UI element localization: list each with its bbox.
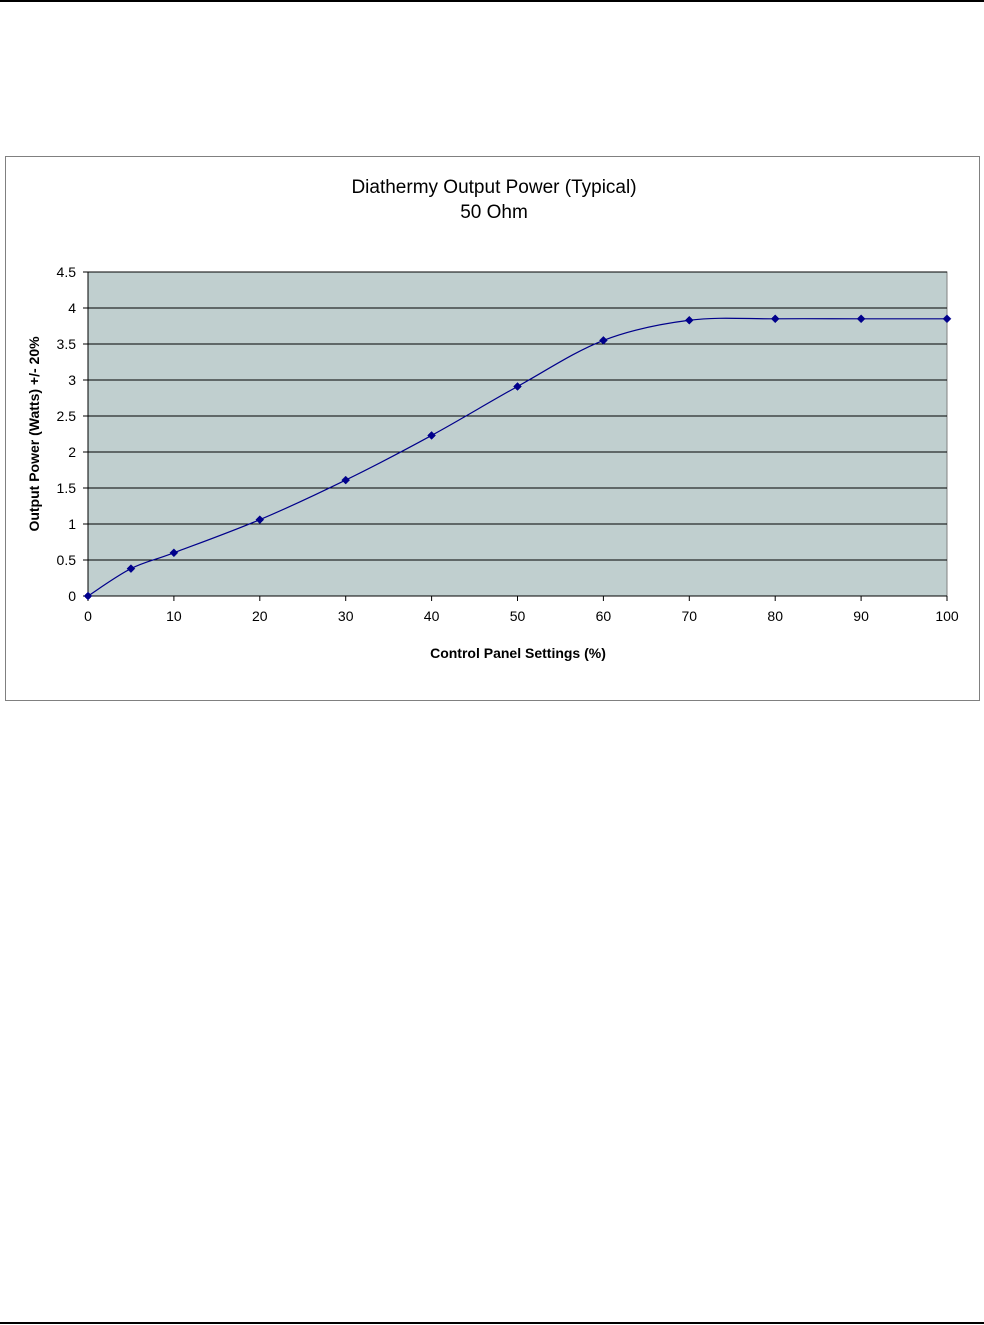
data-point-marker	[169, 548, 179, 558]
chart-svg: Diathermy Output Power (Typical) 50 Ohm …	[26, 177, 959, 661]
x-tick-label: 70	[682, 608, 698, 624]
data-series	[83, 314, 952, 601]
x-tick-labels: 0 10 20 30 40 50 60 70 80 90 100	[84, 608, 959, 624]
page-bottom-rule	[0, 1322, 984, 1324]
chart-subtitle: 50 Ohm	[460, 202, 528, 223]
data-point-marker	[856, 314, 866, 324]
x-tick-label: 100	[935, 608, 959, 624]
data-point-marker	[599, 336, 608, 345]
data-point-marker	[684, 315, 694, 325]
y-tick-label: 1	[68, 516, 76, 532]
y-tick-labels: 0 0.5 1 1.5 2 2.5 3 3.5 4 4.5	[57, 264, 77, 604]
data-point-marker	[255, 515, 265, 525]
x-tick-label: 20	[252, 608, 268, 624]
x-tick-label: 30	[338, 608, 354, 624]
y-tick-label: 2	[68, 444, 76, 460]
data-point-marker	[83, 591, 93, 601]
chart-frame: Diathermy Output Power (Typical) 50 Ohm …	[5, 156, 980, 701]
y-axis-label: Output Power (Watts) +/- 20%	[26, 336, 42, 532]
x-tick-label: 50	[510, 608, 526, 624]
data-point-marker	[341, 475, 351, 485]
data-point-marker	[427, 431, 436, 440]
x-tick-label: 90	[853, 608, 869, 624]
page-top-rule	[0, 0, 984, 2]
axes	[87, 272, 948, 601]
x-tick-label: 0	[84, 608, 92, 624]
x-tick-label: 40	[424, 608, 440, 624]
gridlines	[83, 271, 947, 597]
y-tick-label: 0.5	[57, 552, 77, 568]
data-point-marker	[770, 314, 780, 324]
x-axis-label: Control Panel Settings (%)	[430, 645, 606, 661]
x-tick-label: 80	[767, 608, 783, 624]
y-tick-label: 4.5	[57, 264, 77, 280]
chart-title: Diathermy Output Power (Typical)	[351, 177, 636, 198]
y-tick-label: 1.5	[57, 480, 77, 496]
x-tick-label: 10	[166, 608, 182, 624]
data-point-marker	[126, 564, 136, 573]
data-point-marker	[942, 314, 952, 324]
y-tick-label: 0	[68, 588, 76, 604]
y-tick-label: 3.5	[57, 336, 77, 352]
data-point-marker	[513, 382, 522, 391]
plot-area	[87, 271, 948, 597]
y-tick-label: 4	[68, 300, 76, 316]
x-tick-label: 60	[596, 608, 612, 624]
y-tick-label: 2.5	[57, 408, 77, 424]
y-tick-label: 3	[68, 372, 76, 388]
